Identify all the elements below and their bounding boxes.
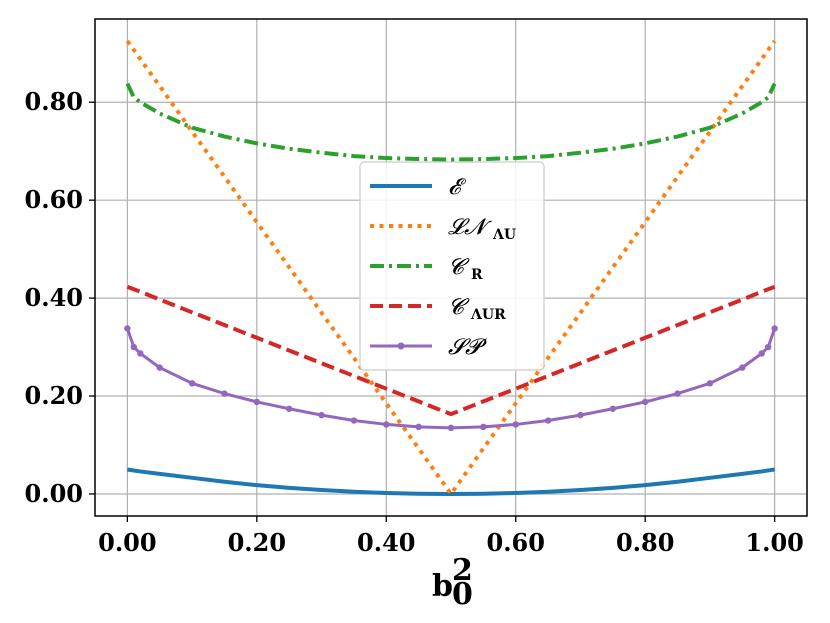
series-marker [480,423,487,431]
series-marker [447,424,455,432]
series-marker [130,343,138,351]
series-marker [544,417,552,424]
series-marker [706,380,714,387]
series-marker [137,350,144,357]
series-marker [512,421,519,428]
legend-item: 𝓛𝓝 ΛU [370,215,516,243]
series-line [126,284,776,417]
series-marker [221,390,228,397]
series-marker [764,343,772,351]
series-marker [253,398,261,406]
series-0 [127,467,775,496]
series-marker [383,421,390,428]
legend-marker [397,342,405,350]
series-marker [577,411,584,419]
x-tick-label: 0.40 [357,528,415,557]
y-tick-label: 0.60 [25,185,83,214]
y-tick-label: 0.20 [25,381,83,410]
series-marker [350,417,358,424]
legend-item: 𝓢𝓟 [370,335,487,360]
series-marker [771,325,778,332]
legend-label-subscript: R [471,267,483,283]
legend-label-subscript: ΛU [492,227,516,243]
series-2 [125,82,777,162]
series-marker [285,405,293,412]
series-marker [739,364,746,371]
x-tick-label: 0.20 [228,528,286,557]
plot-frame [94,18,808,517]
y-tick-label: 0.80 [25,87,83,116]
series-marker [758,350,765,357]
series-layer [124,39,778,496]
series-line [127,467,775,496]
ticks: 0.00 0.20 0.40 0.60 0.80 1.00 0.00 0.20 0.40 0.60… [25,87,804,557]
series-line [125,82,777,162]
series-marker [188,380,196,387]
series-marker [674,390,681,397]
series-marker [415,423,422,431]
y-tick-label: 0.40 [25,283,83,312]
series-marker [124,325,131,332]
series-4 [124,325,778,432]
x-tick-label: 1.00 [745,528,803,557]
series-marker [318,411,325,419]
x-tick-label: 0.00 [98,528,156,557]
series-marker [156,364,163,371]
x-tick-label: 0.60 [487,528,545,557]
series-3 [126,284,776,417]
legend-box [359,161,545,371]
x-axis-label-text: b [432,569,453,604]
x-axis-label: b 20 [432,553,473,612]
x-tick-label: 0.80 [616,528,674,557]
legend-label: 𝓢𝓟 [448,335,487,360]
series-marker [609,405,617,412]
legend-label-subscript: ΛUR [470,307,506,323]
legend-label: 𝓛𝓝 [448,215,492,240]
x-axis-label-subscript: 0 [452,577,473,612]
y-tick-label: 0.00 [25,479,83,508]
series-marker [641,398,649,406]
x-axis-label-superscript: 2 [452,553,473,588]
